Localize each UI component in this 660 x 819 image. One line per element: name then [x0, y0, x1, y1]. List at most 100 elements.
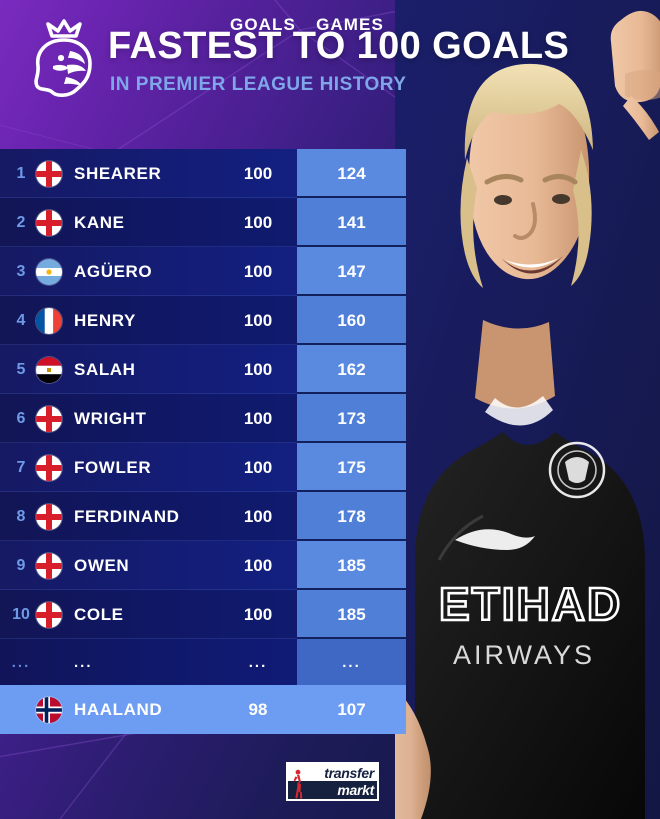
player-name: HENRY: [74, 310, 136, 330]
table-row[interactable]: 4 HENRY 100 160: [0, 296, 406, 345]
games-value: 141: [337, 212, 366, 232]
goals-value: 98: [248, 699, 268, 719]
header: FASTEST TO 100 GOALS IN PREMIER LEAGUE H…: [0, 0, 660, 115]
transfermarkt-logo-top: transfer: [288, 764, 377, 781]
transfermarkt-logo[interactable]: transfer markt: [286, 762, 379, 801]
games-value: 178: [337, 506, 366, 526]
svg-text:ETIHAD: ETIHAD: [439, 578, 622, 630]
transfermarkt-logo-bottom: markt: [288, 781, 377, 799]
games-cell-background: [297, 198, 406, 247]
player-name-ellipsis: ...: [74, 653, 93, 671]
flag-argentina-icon: [36, 259, 62, 285]
page-title: FASTEST TO 100 GOALS: [108, 25, 570, 67]
table-row[interactable]: 2 KANE 100 141: [0, 198, 406, 247]
player-name: SHEARER: [74, 163, 162, 183]
games-value: 107: [337, 699, 366, 719]
rank-number: 5: [16, 360, 26, 378]
goals-value: 100: [243, 261, 273, 281]
games-cell-background: [297, 394, 406, 443]
goals-value: 100: [243, 212, 273, 232]
row-background: [0, 639, 297, 685]
games-ellipsis: ...: [342, 653, 361, 671]
games-value: 185: [337, 555, 366, 575]
games-cell-background: [297, 247, 406, 296]
table-row[interactable]: 9 OWEN 100 185: [0, 541, 406, 590]
rank-number: 6: [16, 409, 26, 427]
player-name: SALAH: [74, 359, 136, 379]
goals-ellipsis: ...: [248, 653, 268, 671]
flag-england-icon: [36, 504, 62, 530]
goals-value: 100: [243, 408, 273, 428]
games-cell-background: [297, 443, 406, 492]
goals-value: 100: [243, 457, 273, 477]
player-name: WRIGHT: [74, 408, 147, 428]
table-row[interactable]: 3 AGÜERO 100 147: [0, 247, 406, 296]
table-row[interactable]: 10 COLE 100 185: [0, 590, 406, 639]
rank-number: 7: [16, 458, 26, 476]
transfermarkt-word-bottom: markt: [337, 782, 374, 798]
flag-egypt-icon: [36, 357, 62, 383]
games-cell-background: [297, 492, 406, 541]
column-header-games: GAMES: [316, 14, 384, 34]
rank-number: 8: [16, 507, 26, 525]
rank-ellipsis: ...: [11, 653, 31, 671]
rank-number: 10: [12, 605, 30, 623]
rank-number: 4: [16, 311, 26, 329]
table-row-highlighted[interactable]: HAALAND 98 107: [0, 685, 406, 734]
player-name: FOWLER: [74, 457, 152, 477]
rank-number: 3: [16, 262, 26, 280]
games-value: 173: [337, 408, 366, 428]
games-value: 185: [337, 604, 366, 624]
games-cell-background: [297, 639, 406, 685]
row-background-highlight: [0, 685, 406, 734]
goals-value: 100: [243, 604, 273, 624]
table-row[interactable]: 5 SALAH 100 162: [0, 345, 406, 394]
column-header-goals: GOALS: [230, 14, 296, 34]
rank-number: 2: [16, 213, 26, 231]
player-name: AGÜERO: [74, 261, 153, 281]
flag-norway-icon: [36, 697, 62, 723]
rank-number: 1: [16, 164, 26, 182]
table-row[interactable]: 1 SHEARER 100 124: [0, 149, 406, 198]
games-cell-background: [297, 590, 406, 639]
games-cell-background: [297, 345, 406, 394]
flag-england-icon: [36, 553, 62, 579]
player-name: OWEN: [74, 555, 130, 575]
games-cell-background: [297, 149, 406, 198]
flag-england-icon: [36, 455, 62, 481]
games-value: 175: [337, 457, 366, 477]
player-name: HAALAND: [74, 699, 163, 719]
goals-value: 100: [243, 310, 273, 330]
flag-england-icon: [36, 210, 62, 236]
leaderboard-table: 1 SHEARER 100 124 2 KANE 100 141 3: [0, 149, 406, 734]
transfermarkt-word-top: transfer: [324, 764, 374, 781]
goals-value: 100: [243, 506, 273, 526]
player-name: COLE: [74, 604, 124, 624]
table-row[interactable]: 7 FOWLER 100 175: [0, 443, 406, 492]
flag-england-icon: [36, 161, 62, 187]
player-name: KANE: [74, 212, 125, 232]
games-cell-background: [297, 296, 406, 345]
haaland-photo: ETIHAD AIRWAYS: [395, 0, 660, 819]
transfermarkt-runner-icon: [293, 769, 303, 799]
svg-text:AIRWAYS: AIRWAYS: [453, 640, 595, 670]
player-name: FERDINAND: [74, 506, 180, 526]
games-value: 147: [337, 261, 366, 281]
table-row[interactable]: 6 WRIGHT 100 173: [0, 394, 406, 443]
page-subtitle: IN PREMIER LEAGUE HISTORY: [110, 74, 407, 95]
goals-value: 100: [243, 359, 273, 379]
table-row[interactable]: 8 FERDINAND 100 178: [0, 492, 406, 541]
rank-number: 9: [16, 556, 26, 574]
games-value: 160: [337, 310, 366, 330]
premier-league-lion-icon: [26, 18, 102, 98]
flag-england-icon: [36, 602, 62, 628]
games-value: 162: [337, 359, 366, 379]
games-value: 124: [337, 163, 366, 183]
rank-number: [6, 685, 36, 734]
goals-value: 100: [243, 163, 273, 183]
flag-france-icon: [36, 308, 62, 334]
goals-value: 100: [243, 555, 273, 575]
table-row-ellipsis: ... ... ... ...: [0, 639, 406, 685]
games-cell-background: [297, 541, 406, 590]
